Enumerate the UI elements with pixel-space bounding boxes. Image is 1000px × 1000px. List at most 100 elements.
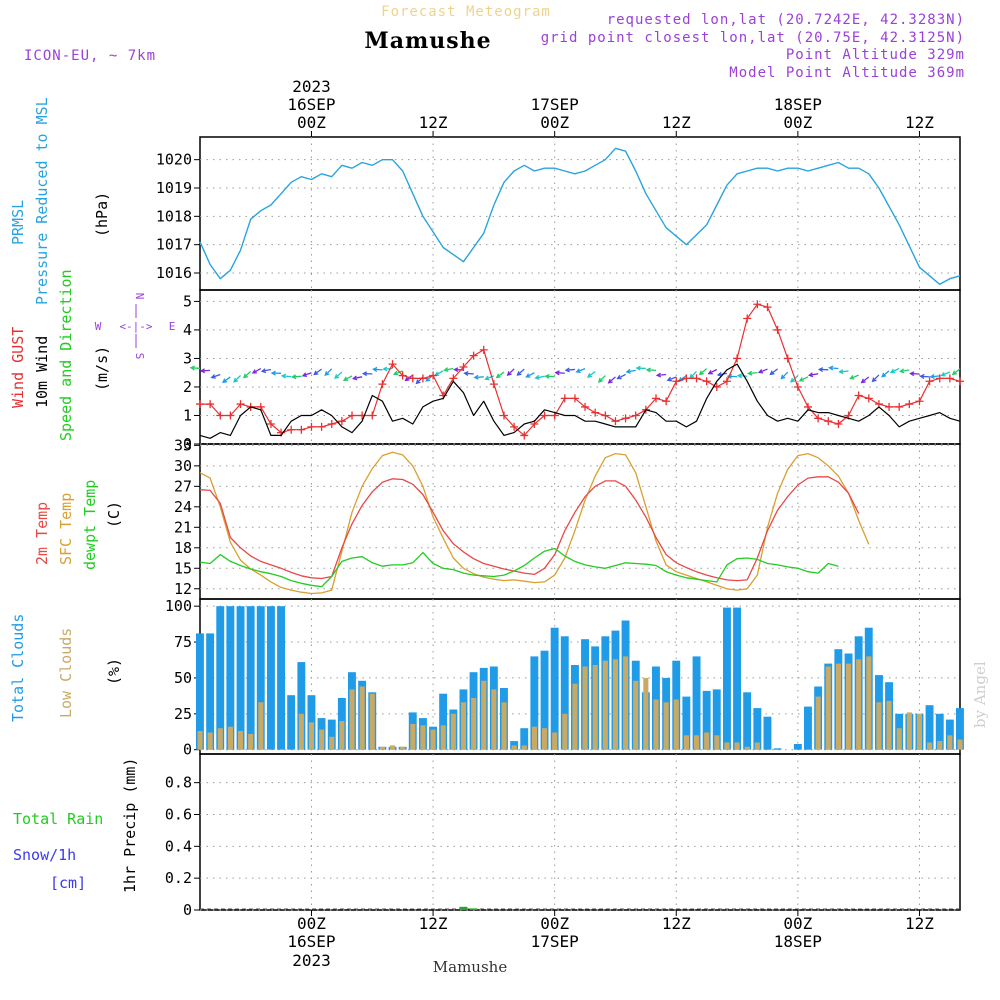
wind-arrow-head <box>597 377 603 383</box>
wind-gust-marker <box>935 374 944 383</box>
wind-arrow <box>952 368 961 375</box>
y-tick-label: 0.8 <box>165 774 192 792</box>
wind-arrow <box>576 368 586 373</box>
y-tick-label: 5 <box>183 292 192 310</box>
top-date-label: 18SEP <box>774 95 822 114</box>
wind-arrow-head <box>415 379 421 385</box>
wind-arrow-head <box>404 376 410 382</box>
low-cloud-bar <box>197 731 203 750</box>
low-cloud-bar <box>450 713 456 750</box>
wind-arrow-head <box>838 369 844 375</box>
wind-gust-marker <box>479 345 488 354</box>
wind-arrow <box>222 376 231 383</box>
pressure-line <box>199 147 961 285</box>
wind-arrow-head <box>899 368 905 374</box>
bottom-hour-label: 12Z <box>905 914 934 933</box>
clouds-units: (%) <box>105 658 123 685</box>
total-cloud-bar <box>267 606 275 750</box>
wind-arrow-head <box>334 374 340 380</box>
wind-arrow-head <box>881 372 887 378</box>
wind-arrow-head <box>210 374 216 379</box>
wind-arrow <box>770 368 778 375</box>
temp-panel <box>199 443 961 600</box>
wind-arrow-head <box>189 365 195 371</box>
low-cloud-bar <box>552 732 558 750</box>
wind-arrow <box>211 373 221 379</box>
y-tick-label: 30 <box>174 457 192 475</box>
rain-bar <box>469 908 478 910</box>
low-cloud-bar <box>876 702 882 750</box>
wind-arrow-head <box>807 372 814 378</box>
wind-arrow-head <box>716 371 723 377</box>
wind-arrow-head <box>425 376 431 382</box>
bottom-hour-label: 00Z <box>540 914 569 933</box>
wind-gust-marker <box>722 377 731 386</box>
low-cloud-bar <box>390 745 396 750</box>
wind-arrow-head <box>747 370 753 376</box>
bottom-date-label: 16SEP <box>287 932 335 951</box>
wind-gust-marker <box>489 380 498 389</box>
total-cloud-bar <box>712 689 721 750</box>
app-title: Forecast Meteogram <box>381 4 551 20</box>
wind-arrow <box>587 371 596 378</box>
wind-arrow <box>872 374 880 382</box>
low-cloud-bar <box>521 745 527 750</box>
wind-arrow-head <box>564 367 570 373</box>
wind-arrow <box>780 371 789 379</box>
compass-n: N <box>133 293 146 300</box>
wind-arrow <box>507 368 515 376</box>
compass-s: S <box>133 353 146 360</box>
wind-gust-marker <box>814 414 823 423</box>
wind-arrow <box>667 376 677 381</box>
snow-label: Snow/1h <box>13 846 76 864</box>
wind-arrow-head <box>351 375 358 381</box>
wind-arrow-head <box>655 372 662 378</box>
total-cloud-bar <box>287 695 296 750</box>
wind-arrow-head <box>463 371 469 376</box>
wind-arrow <box>190 367 201 370</box>
y-tick-label: 1019 <box>156 179 192 197</box>
wind-arrow <box>434 370 444 376</box>
low-cloud-bar <box>825 666 831 750</box>
low-cloud-bar <box>612 659 618 750</box>
wind-arrow <box>598 375 606 383</box>
total-cloud-bar <box>945 719 954 750</box>
wind-gust-marker <box>591 408 600 417</box>
total-cloud-bar <box>560 636 569 750</box>
wind-gust-marker <box>216 411 225 420</box>
wind-arrow-head <box>233 377 239 383</box>
total-cloud-bar <box>206 633 215 750</box>
low-cloud-bar <box>633 680 639 750</box>
top-date-label: 16SEP <box>287 95 335 114</box>
wind-gust-marker <box>895 402 904 411</box>
wind-arrow <box>565 368 575 371</box>
low-cloud-bar <box>207 732 213 750</box>
wind-arrow <box>617 373 626 380</box>
low-cloud-bar <box>481 680 487 750</box>
wind-arrow <box>799 376 809 382</box>
total-cloud-bar <box>246 606 255 750</box>
low-clouds-label: Low Clouds <box>57 628 75 718</box>
low-cloud-bar <box>835 663 841 750</box>
wind-gust-marker <box>672 377 681 386</box>
wind-arrow-head <box>780 374 786 380</box>
precip-units: 1hr Precip (mm) <box>121 758 139 893</box>
low-cloud-bar <box>714 735 720 750</box>
top-hour-label: 00Z <box>783 113 812 132</box>
credit-watermark: by Angel <box>971 661 989 728</box>
low-cloud-bar <box>248 733 254 750</box>
wind-arrow <box>861 376 870 384</box>
low-cloud-bar <box>623 656 629 750</box>
bottom-hour-label: 12Z <box>419 914 448 933</box>
wind-arrow-head <box>342 376 349 381</box>
low-cloud-bar <box>369 693 375 750</box>
total-cloud-bar <box>530 656 539 750</box>
bottom-hour-label: 00Z <box>783 914 812 933</box>
total-cloud-bar <box>540 650 549 750</box>
wind-gust-marker <box>631 411 640 420</box>
wind-gust-marker <box>692 374 701 383</box>
time-axis: 00Z 00Z 12Z 12Z 00Z 00Z 12Z 12Z 00Z 00Z 12Z 12Z 16SE… <box>287 77 934 970</box>
wind-gust-marker <box>652 394 660 403</box>
wind-arrow <box>809 373 819 376</box>
